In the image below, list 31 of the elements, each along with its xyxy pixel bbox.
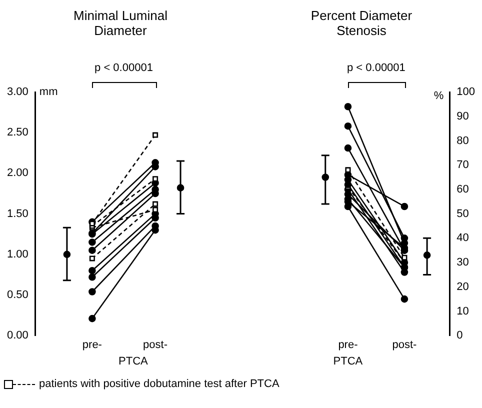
y2-tick-label: 100 [456, 86, 476, 98]
y-tick-label: 2.50 [6, 126, 28, 139]
y2-tick-label: 10 [456, 305, 469, 318]
y2-tick-label: 80 [456, 134, 469, 147]
y-tick-label: 0.00 [6, 330, 28, 342]
x-tick-label: pre- [338, 339, 358, 352]
y2-tick-label: 0 [456, 330, 463, 342]
y-tick-label: 1.00 [6, 248, 28, 260]
y2-axis-title: % [434, 90, 444, 102]
y-tick-label: 2.00 [6, 167, 28, 180]
y2-tick-label: 40 [456, 232, 469, 244]
y2-tick-label: 50 [456, 208, 469, 220]
text: p < 0.00001 [346, 62, 406, 74]
y-axis-title: mm [39, 86, 58, 98]
y2-tick-label: 60 [456, 183, 469, 196]
y-tick-label: 1.50 [6, 208, 28, 220]
y-tick-label: 3.00 [6, 86, 28, 98]
text: p < 0.00001 [94, 62, 153, 74]
x-axis-title: PTCA [333, 355, 364, 368]
y-tick-label: 0.50 [6, 289, 28, 302]
chart-title: Percent Diameter Stenosis [310, 8, 414, 38]
y2-tick-label: 20 [456, 280, 469, 293]
chart-title: Minimal Luminal Diameter [72, 8, 168, 38]
legend-label: patients with positive dobutamine test after PTCA [39, 378, 280, 390]
y2-tick-label: 90 [456, 110, 469, 122]
x-tick-label: post- [143, 339, 168, 352]
x-tick-label: post- [392, 339, 418, 352]
y2-tick-label: 30 [456, 256, 469, 269]
x-axis-title: PTCA [118, 355, 149, 368]
y2-tick-label: 70 [456, 159, 469, 172]
x-tick-label: pre- [82, 339, 102, 352]
